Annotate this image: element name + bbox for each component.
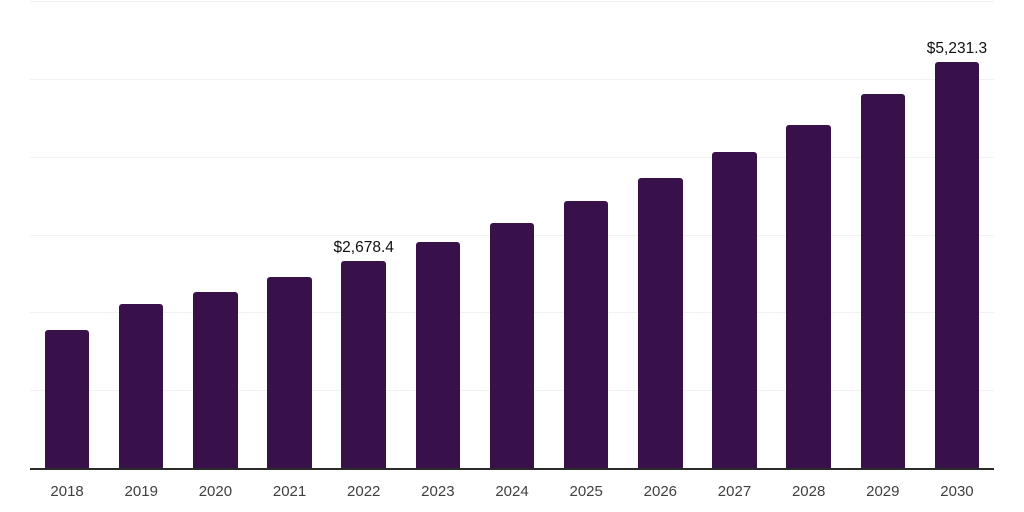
bar-2019 <box>118 304 164 469</box>
bar-slot-2019 <box>104 2 178 469</box>
bar-2026 <box>638 177 683 469</box>
bar-slot-2027 <box>697 2 771 469</box>
bar-slot-2020 <box>178 2 252 469</box>
x-tick-label-2028: 2028 <box>791 483 826 500</box>
x-tick-label-2029: 2029 <box>866 483 900 500</box>
bar-slot-2021 <box>252 2 326 469</box>
bar-2030 <box>934 61 980 469</box>
bar-2023 <box>415 242 461 469</box>
value-label-2030: $5,231.3 <box>926 40 988 58</box>
x-tick-label-2024: 2024 <box>495 483 529 500</box>
x-tick-label-2027: 2027 <box>717 483 752 500</box>
x-axis-labels: 2018 2019 2020 2021 2022 2023 2024 2025 2026 2027… <box>30 484 994 499</box>
bar-2020 <box>193 291 238 469</box>
bar-2024 <box>489 222 535 469</box>
x-tick-label-2022: 2022 <box>347 483 381 500</box>
x-tick-label-2030: 2030 <box>940 483 974 500</box>
bar-2029 <box>860 94 906 469</box>
x-tick-label-2026: 2026 <box>643 483 678 500</box>
bar-slot-2028 <box>772 2 846 469</box>
gridline-6000 <box>30 1 994 2</box>
bar-slot-2018 <box>30 2 104 469</box>
x-tick-label-2023: 2023 <box>421 483 455 500</box>
bar-2028 <box>786 124 831 469</box>
bar-slot-2026 <box>623 2 697 469</box>
plot-area: $2,678.4 $5,231.3 <box>30 1 994 469</box>
bar-slot-2025 <box>549 2 623 469</box>
bar-2022 <box>341 260 386 469</box>
x-tick-label-2019: 2019 <box>124 483 158 500</box>
x-tick-label-2018: 2018 <box>50 483 84 500</box>
x-tick-label-2025: 2025 <box>569 483 603 500</box>
bar-2021 <box>267 276 312 469</box>
bars-container: $2,678.4 $5,231.3 <box>30 2 994 469</box>
x-tick-label-2021: 2021 <box>272 483 307 500</box>
bar-2025 <box>563 201 609 469</box>
bar-2018 <box>44 329 90 469</box>
gridline-4000 <box>30 156 994 158</box>
bar-slot-2022: $2,678.4 <box>327 2 401 469</box>
x-axis-line <box>30 468 994 470</box>
value-label-2022: $2,678.4 <box>333 239 394 257</box>
bar-slot-2029 <box>846 2 920 469</box>
bar-slot-2023 <box>401 2 475 469</box>
x-tick-label-2020: 2020 <box>198 483 233 500</box>
bar-2027 <box>712 152 757 469</box>
bar-slot-2030: $5,231.3 <box>920 2 994 469</box>
gridline-5000 <box>30 78 994 80</box>
bar-slot-2024 <box>475 2 549 469</box>
